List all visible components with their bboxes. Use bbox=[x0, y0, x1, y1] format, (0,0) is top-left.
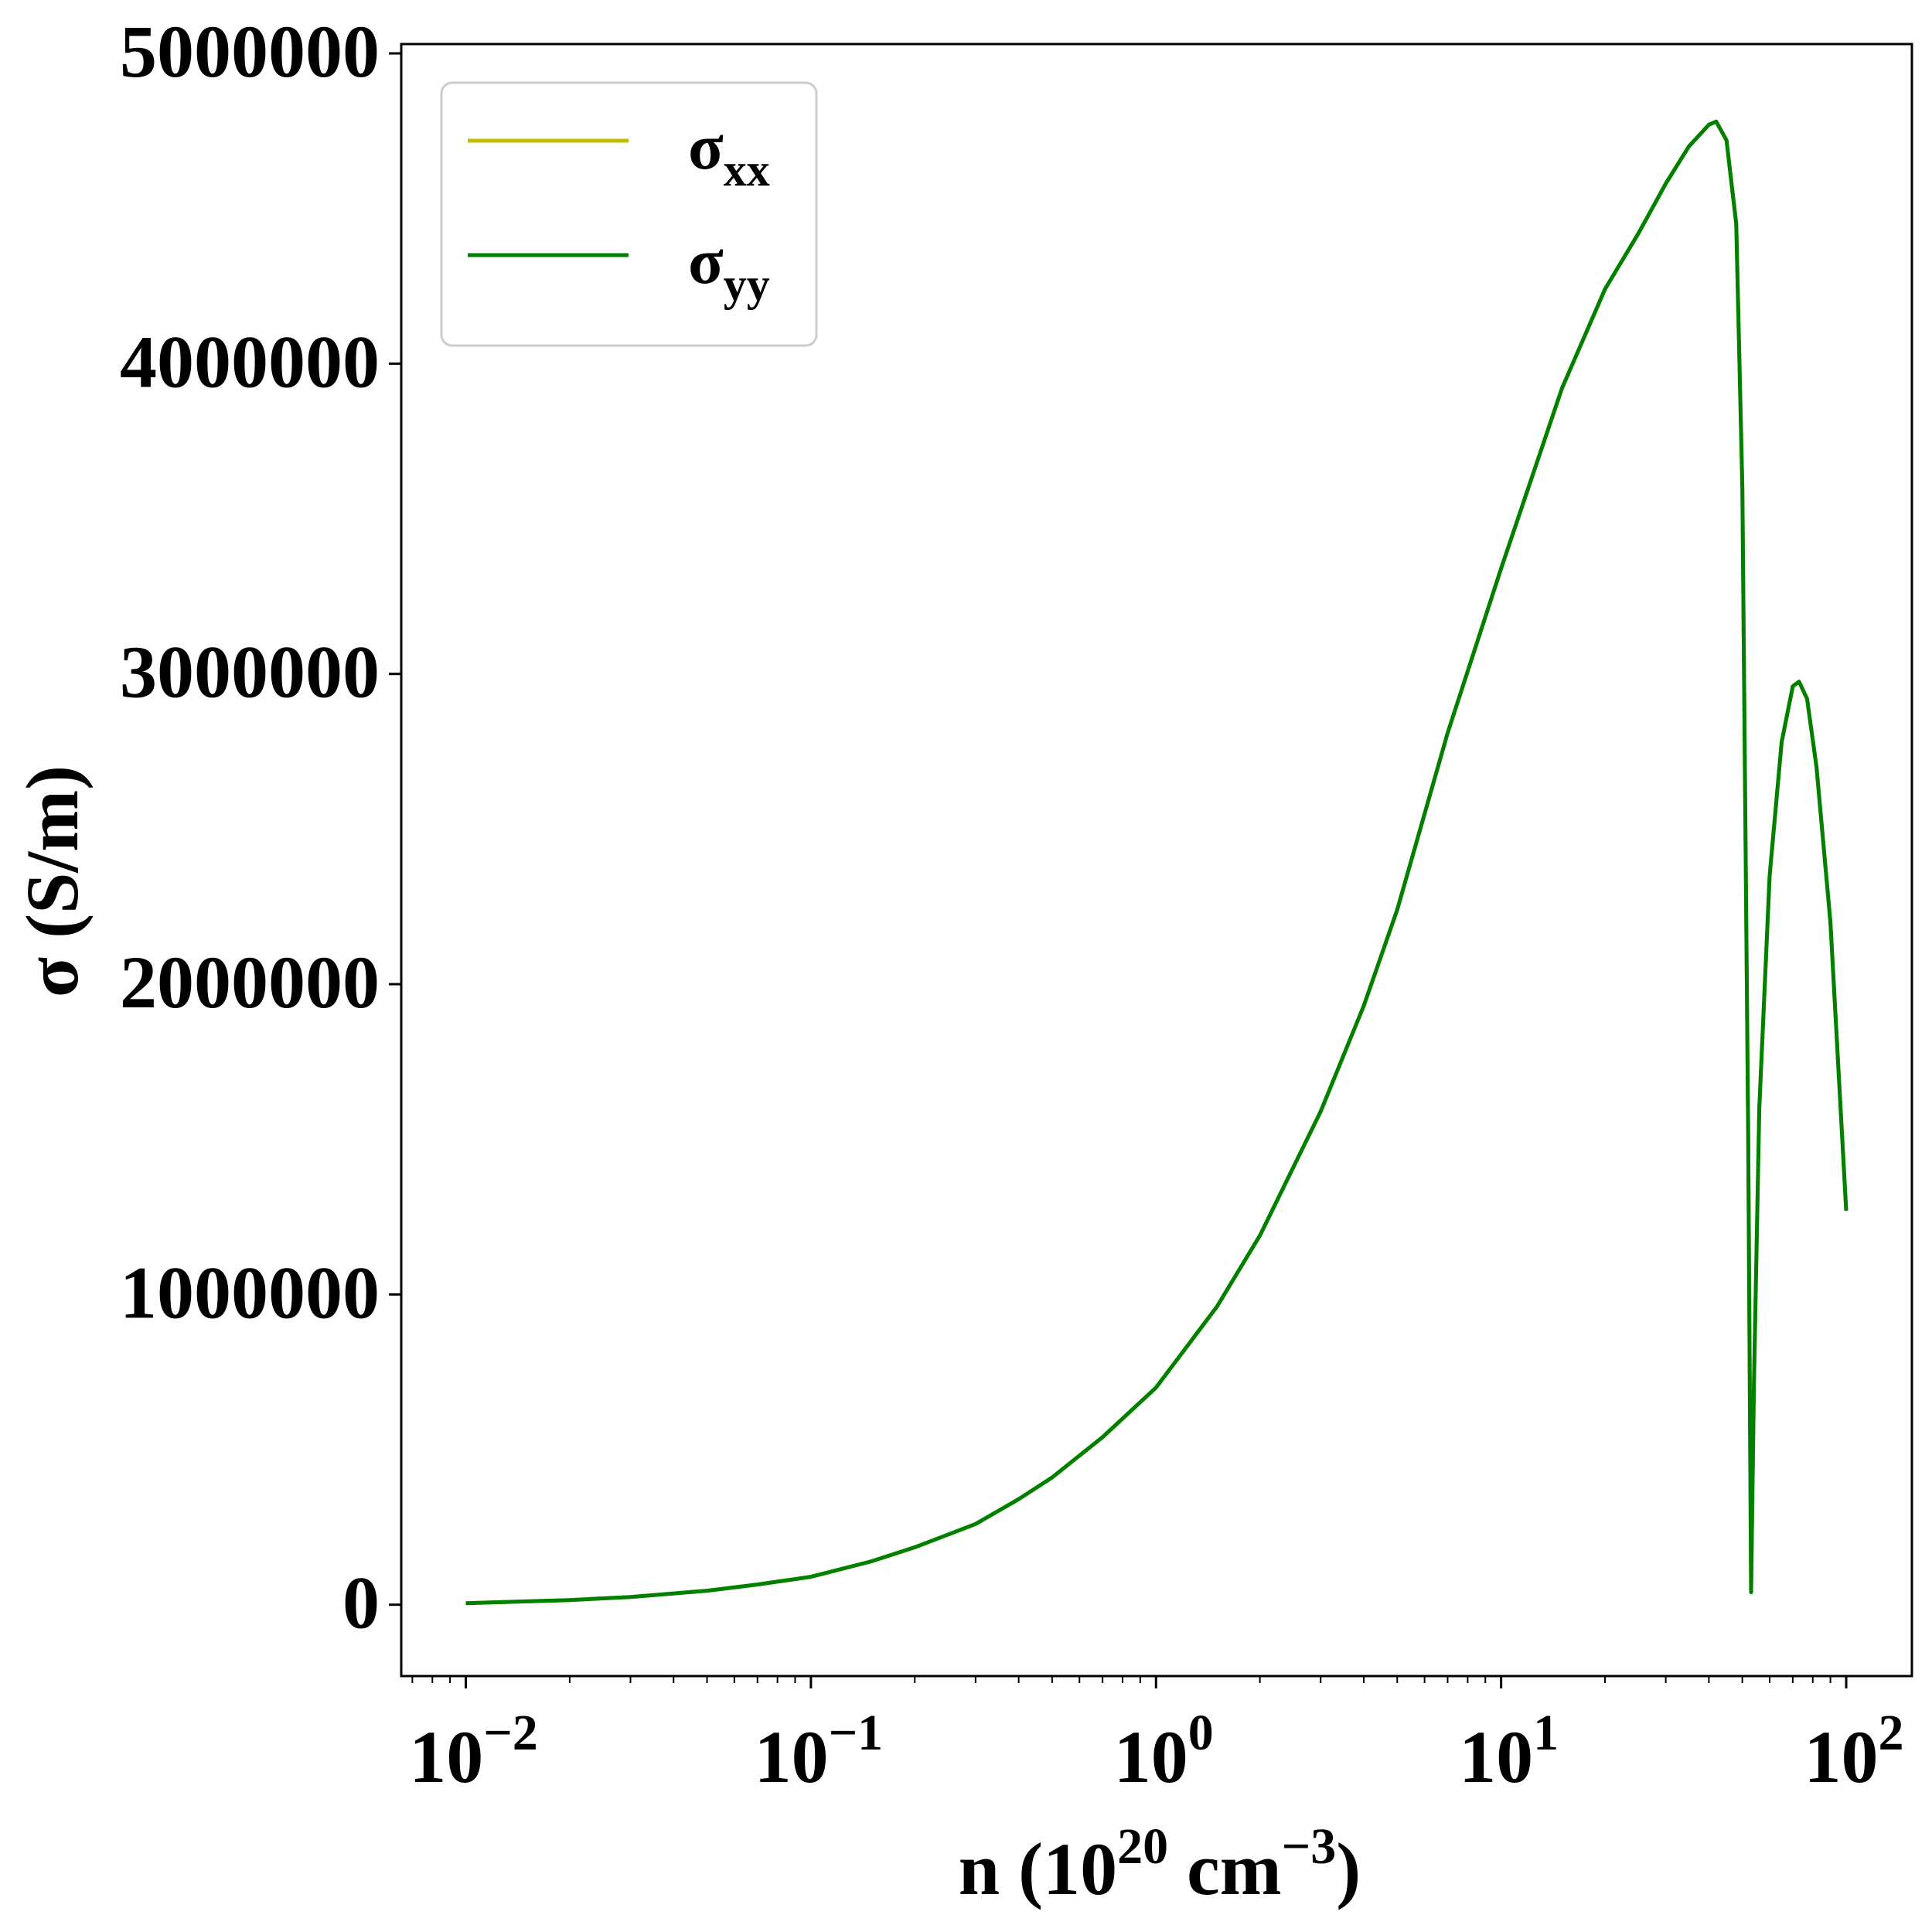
x-tick-label: 10−1 bbox=[755, 1705, 884, 1798]
x-tick-label: 100 bbox=[1114, 1705, 1214, 1798]
legend-label-sigma-yy: σyy bbox=[688, 226, 770, 310]
y-tick-label: 5000000 bbox=[120, 10, 380, 93]
x-tick-label: 102 bbox=[1804, 1705, 1904, 1798]
y-tick-label: 2000000 bbox=[120, 941, 380, 1024]
y-tick-label: 3000000 bbox=[120, 631, 380, 714]
x-axis: 10−2 10−1 100 101 102 bbox=[409, 1676, 1904, 1798]
legend-label-sigma-xx: σxx bbox=[688, 111, 770, 196]
legend-frame bbox=[440, 81, 818, 347]
x-tick-label: 101 bbox=[1459, 1705, 1559, 1798]
y-tick-label: 0 bbox=[342, 1562, 380, 1644]
series-line-sigma-yy bbox=[465, 119, 1849, 1606]
x-tick-label: 10−2 bbox=[409, 1705, 538, 1798]
series-layer bbox=[465, 119, 1849, 1606]
y-axis: 0 1000000 2000000 3000000 4000000 5000000 bbox=[120, 10, 401, 1644]
x-axis-label: n (1020 cm−3) bbox=[959, 1818, 1361, 1910]
legend: σxx σyy bbox=[440, 81, 818, 347]
y-tick-label: 1000000 bbox=[120, 1251, 380, 1334]
y-axis-label: σ (S/m) bbox=[11, 765, 94, 997]
y-tick-label: 4000000 bbox=[120, 320, 380, 403]
